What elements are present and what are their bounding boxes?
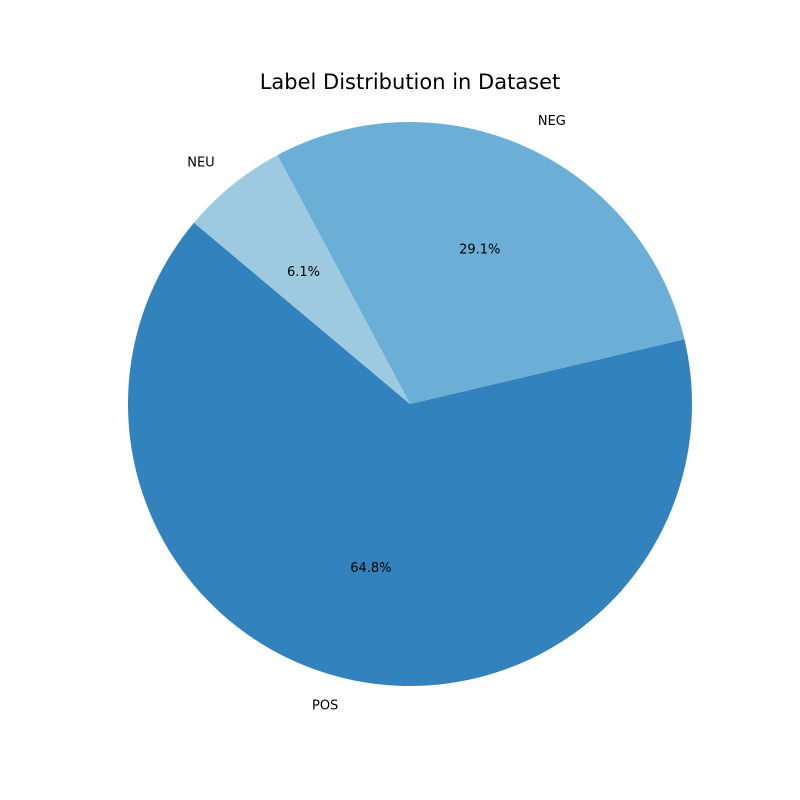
pie-labels: POS 64.8% NEG 29.1% NEU 6.1% <box>187 114 566 713</box>
pie-slices <box>127 122 693 687</box>
pie-slice-neg <box>277 122 685 405</box>
slice-percent-pos: 64.8% <box>350 561 391 576</box>
pie-slice-neu <box>193 155 410 404</box>
slice-label-neu: NEU <box>187 155 214 170</box>
slice-percent-neg: 29.1% <box>459 242 500 257</box>
slice-label-pos: POS <box>312 698 338 713</box>
pie-slice-pos <box>127 222 693 687</box>
slice-percent-neu: 6.1% <box>287 265 320 280</box>
chart-title: Label Distribution in Dataset <box>260 70 561 94</box>
slice-label-neg: NEG <box>538 114 566 129</box>
